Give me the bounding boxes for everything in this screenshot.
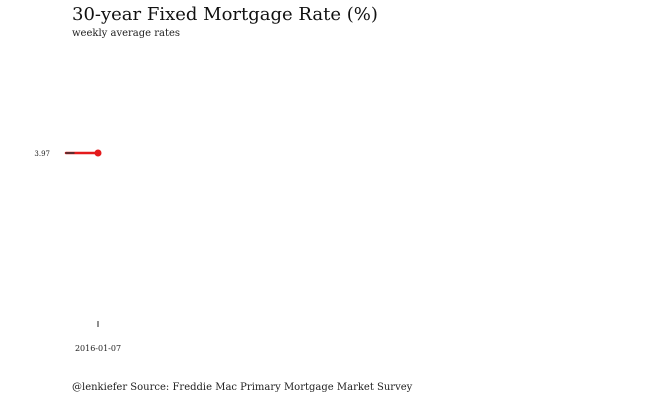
- data-point: [94, 149, 102, 157]
- endpoint-label: 3.97: [34, 150, 50, 158]
- chart-caption: @lenkiefer Source: Freddie Mac Primary M…: [72, 382, 413, 393]
- x-tick-label: 2016-01-07: [75, 344, 121, 353]
- chart-subtitle: weekly average rates: [72, 28, 181, 39]
- chart-title: 30-year Fixed Mortgage Rate (%): [72, 4, 378, 25]
